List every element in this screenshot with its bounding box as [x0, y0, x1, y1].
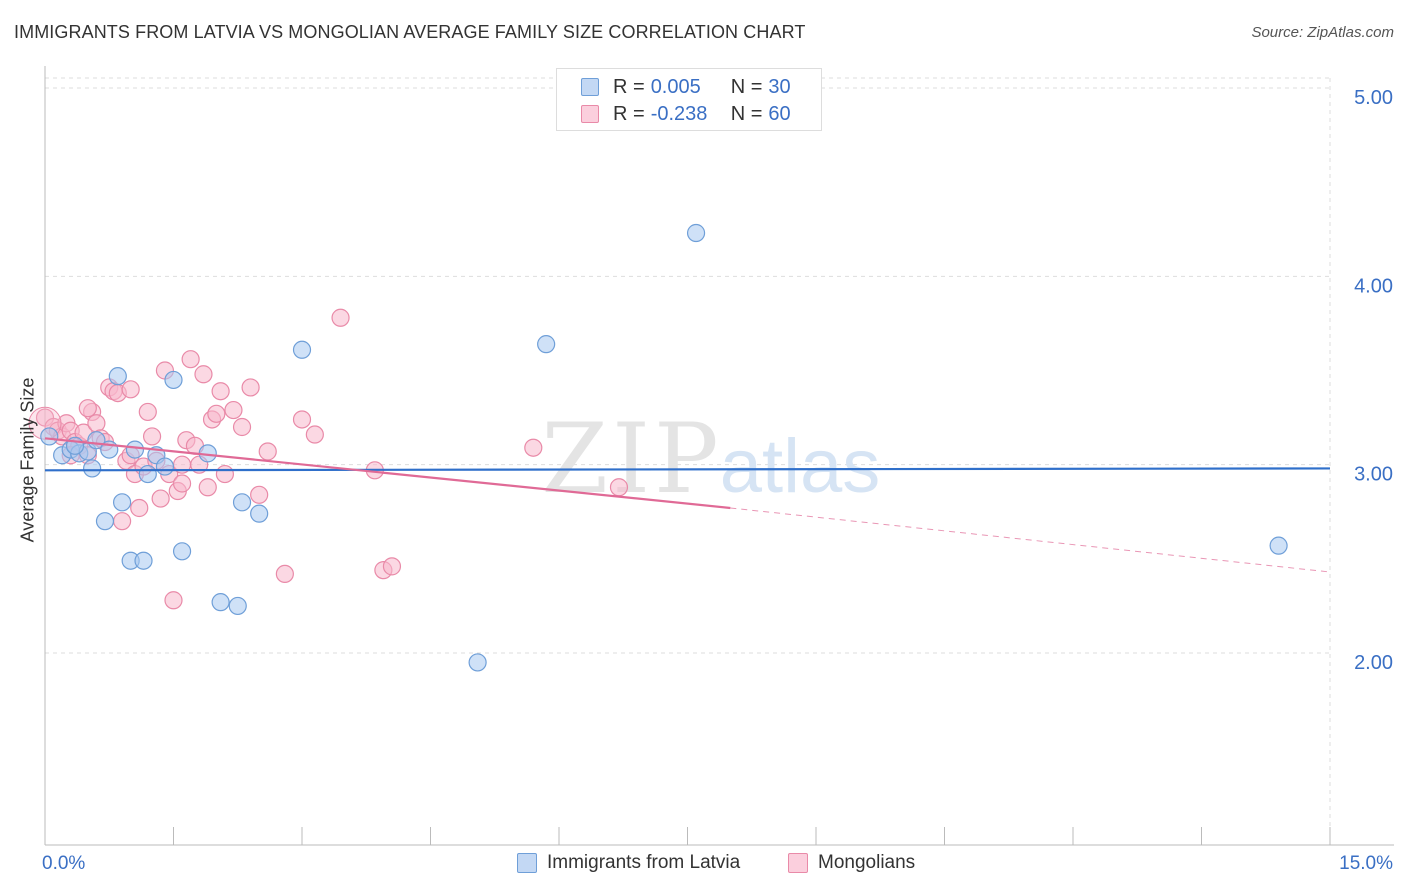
y-tick-label-1: 3.00 — [1354, 464, 1393, 486]
legend-row-mongolia: R = -0.238 N = 60 — [581, 103, 791, 125]
latvia-point-20 — [228, 596, 247, 616]
mongolians-point-47 — [275, 564, 294, 584]
legend-item-latvia[interactable]: Immigrants from Latvia — [517, 852, 740, 874]
mongolians-point-39 — [207, 404, 226, 423]
mongolians-point-55 — [609, 478, 629, 497]
legend-swatch-mongolians — [788, 853, 808, 873]
legend-n-label: N = — [730, 102, 763, 125]
latvia-point-13 — [134, 551, 153, 570]
latvia-point-23 — [292, 340, 312, 359]
legend-n-label: N = — [730, 75, 763, 98]
mongolians-point-54 — [524, 438, 543, 457]
trend-line-mongolians-extension — [730, 507, 1331, 573]
latvia-point-21 — [232, 493, 252, 512]
latvia-point-24 — [468, 653, 487, 672]
y-tick-label-0: 2.00 — [1354, 652, 1393, 674]
x-tick-label-end: 15.0% — [1339, 853, 1393, 874]
watermark-zip: ZIP — [541, 403, 722, 515]
latvia-point-26 — [686, 223, 706, 243]
mongolians-point-31 — [172, 474, 192, 493]
legend-item-mongolians[interactable]: Mongolians — [788, 852, 915, 874]
legend-label-mongolians: Mongolians — [818, 852, 916, 873]
legend-label-latvia: Immigrants from Latvia — [547, 852, 741, 873]
mongolians-point-45 — [250, 485, 269, 504]
mongolians-point-43 — [232, 417, 252, 437]
mongolians-point-46 — [258, 442, 277, 461]
mongolians-point-36 — [194, 365, 213, 384]
latvia-point-25 — [537, 335, 556, 354]
latvia-point-7 — [95, 512, 115, 531]
trend-lines — [44, 437, 1331, 573]
y-tick-label-2: 4.00 — [1354, 275, 1393, 297]
latvia-point-5 — [83, 459, 102, 478]
legend-swatch-latvia — [581, 78, 599, 96]
latvia-point-15 — [155, 457, 175, 476]
series-legend: Immigrants from Latvia Mongolians — [0, 852, 1406, 878]
legend-r-value: -0.238 — [650, 102, 708, 125]
latvia-point-17 — [172, 542, 192, 561]
chart-title: IMMIGRANTS FROM LATVIA VS MONGOLIAN AVER… — [14, 22, 806, 42]
mongolians-point-21 — [130, 498, 149, 518]
latvia-point-12 — [125, 440, 145, 459]
trend-line-latvia — [44, 467, 1331, 472]
trend-line-mongolians — [44, 437, 731, 510]
mongolians-point-23 — [138, 402, 157, 422]
mongolians-point-41 — [215, 464, 234, 484]
x-tick-label-start: 0.0% — [42, 853, 85, 874]
y-tick-label-3: 5.00 — [1354, 87, 1393, 109]
series-mongolians — [28, 308, 629, 610]
legend-swatch-latvia — [517, 853, 537, 873]
mongolians-point-49 — [305, 425, 324, 444]
tick-labels: 2.00 3.00 4.00 5.00 0.0% 15.0% — [42, 87, 1393, 874]
latvia-point-0 — [40, 427, 59, 446]
mongolians-point-29 — [164, 591, 183, 610]
source-label: Source: ZipAtlas.com — [1251, 24, 1394, 41]
mongolians-point-57 — [121, 380, 140, 399]
legend-r-label: R = — [613, 102, 645, 125]
axes — [44, 66, 1394, 846]
mongolians-point-40 — [211, 382, 230, 401]
legend-n-value: 60 — [768, 102, 791, 125]
legend-r-value: 0.005 — [650, 75, 701, 98]
mongolians-point-56 — [78, 399, 97, 418]
mongolians-point-48 — [292, 410, 312, 429]
latvia-point-29 — [138, 464, 157, 484]
y-axis-label: Average Family Size — [17, 377, 38, 543]
legend-r-label: R = — [613, 75, 645, 98]
watermark: ZIP atlas — [541, 403, 880, 515]
latvia-point-9 — [108, 367, 127, 386]
mongolians-point-37 — [198, 478, 217, 497]
mongolians-point-26 — [151, 489, 170, 508]
legend-row-latvia: R = 0.005 N = 30 — [581, 76, 791, 98]
latvia-point-22 — [250, 504, 269, 523]
legend-n-value: 30 — [768, 75, 791, 98]
watermark-atlas: atlas — [720, 424, 881, 509]
mongolians-point-44 — [241, 378, 260, 397]
mongolians-point-50 — [331, 308, 350, 327]
latvia-point-16 — [164, 370, 183, 390]
latvia-point-27 — [1269, 536, 1288, 555]
mongolians-point-11 — [87, 414, 106, 433]
mongolians-point-53 — [382, 557, 402, 576]
latvia-point-19 — [211, 593, 230, 612]
mongolians-point-33 — [181, 350, 200, 369]
mongolians-point-17 — [112, 512, 132, 531]
legend-swatch-mongolia — [581, 105, 599, 123]
mongolians-point-24 — [142, 427, 162, 446]
latvia-point-10 — [112, 493, 132, 512]
mongolians-point-42 — [224, 400, 243, 420]
correlation-legend: R = 0.005 N = 30 R = -0.238 N = 60 — [556, 68, 822, 131]
